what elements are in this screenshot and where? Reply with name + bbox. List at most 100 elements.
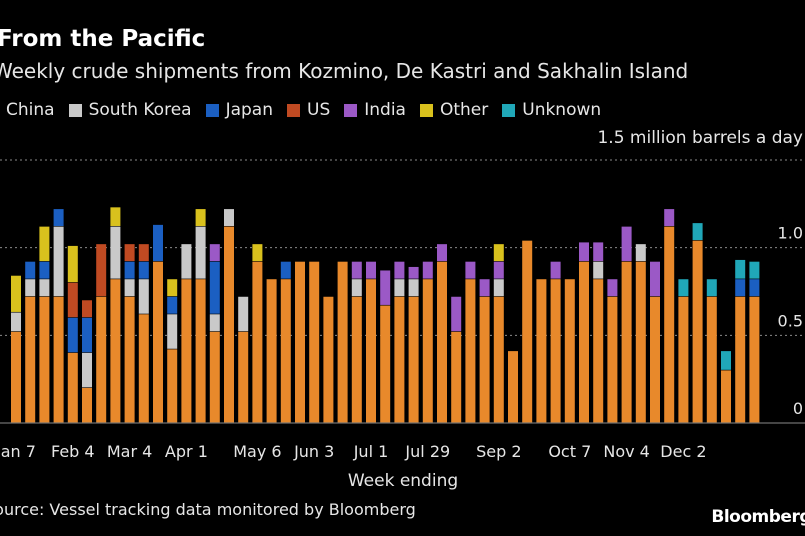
y-axis-unit-label: 1.5 million barrels a day: [597, 128, 803, 148]
bar-segment-japan: [25, 261, 36, 279]
bar-segment-us: [138, 244, 149, 262]
legend-item-other: Other: [419, 100, 489, 120]
x-tick-label: Jul 29: [404, 442, 450, 461]
bar-segment-india: [550, 261, 561, 279]
bar-segment-japan: [53, 209, 64, 227]
bar-segment-other: [493, 244, 504, 262]
legend-item-us: US: [287, 100, 330, 120]
x-tick-label: Jun 3: [293, 442, 334, 461]
bar-segment-china: [138, 314, 149, 423]
bar-segment-south-korea: [110, 226, 121, 279]
bar-segment-south-korea: [11, 312, 21, 332]
bar-segment-india: [479, 279, 490, 297]
bar-segment-us: [124, 244, 135, 262]
bar-segment-china: [82, 387, 92, 423]
legend-item-china: China: [0, 100, 55, 120]
bar-segment-china: [153, 261, 163, 423]
bar-segment-china: [266, 279, 277, 423]
bar-segment-india: [451, 296, 462, 332]
bar-segment-india: [465, 261, 476, 279]
bar-segment-unknown: [749, 261, 760, 279]
bar-segment-china: [706, 296, 717, 423]
bar-segment-south-korea: [351, 279, 362, 297]
bar-segment-india: [621, 226, 632, 262]
legend-label: US: [307, 100, 331, 120]
bar-segment-india: [209, 244, 220, 262]
chart-subtitle: Weekly crude shipments from Kozmino, De …: [0, 59, 689, 83]
bar-segment-china: [39, 296, 50, 423]
legend-label: Unknown: [522, 100, 602, 120]
bar-segment-india: [366, 261, 376, 279]
bar-segment-china: [167, 349, 178, 423]
bar-segment-other: [11, 275, 21, 312]
bar-segment-china: [721, 370, 731, 423]
bar-segment-south-korea: [593, 261, 604, 279]
bar-segment-china: [238, 331, 249, 423]
bar-segment-india: [422, 261, 433, 279]
bar-segment-south-korea: [39, 279, 50, 297]
bar-segment-japan: [749, 279, 760, 297]
bar-segment-china: [508, 351, 518, 423]
x-tick-label: Feb 4: [51, 442, 95, 461]
bar-segment-china: [337, 261, 348, 423]
legend-label: India: [364, 100, 406, 120]
bar-segment-china: [593, 279, 604, 423]
bar-segment-unknown: [721, 351, 731, 370]
bar-segment-south-korea: [238, 296, 249, 332]
bar-segment-south-korea: [138, 279, 149, 314]
bar-segment-china: [607, 296, 618, 423]
bar-segment-china: [195, 279, 206, 423]
bar-segment-china: [422, 279, 433, 423]
source-note: Source: Vessel tracking data monitored b…: [0, 500, 416, 519]
y-tick-label: 1.0: [778, 224, 803, 243]
bar-segment-south-korea: [82, 352, 92, 388]
bar-segment-china: [394, 296, 405, 423]
x-tick-label: Nov 4: [603, 442, 650, 461]
x-tick-label: Mar 4: [107, 442, 152, 461]
bar-segment-unknown: [735, 259, 746, 279]
bar-segment-china: [209, 331, 220, 423]
bar-segment-japan: [209, 261, 220, 314]
x-tick-label: Jul 1: [353, 442, 389, 461]
bar-segment-china: [465, 279, 476, 423]
bar-segment-south-korea: [195, 226, 206, 279]
bar-segment-us: [67, 282, 78, 318]
bar-segment-china: [479, 296, 490, 423]
bar-segment-china: [252, 261, 263, 423]
bar-segment-india: [650, 261, 660, 297]
bar-segment-south-korea: [25, 279, 36, 297]
legend-swatch: [287, 103, 300, 117]
bar-segment-china: [664, 226, 675, 423]
bar-segment-china: [579, 261, 589, 423]
bar-segment-india: [437, 244, 447, 262]
bar-segment-china: [493, 296, 504, 423]
bar-segment-us: [96, 244, 107, 297]
bar-segment-other: [110, 207, 121, 227]
bar-segment-china: [67, 352, 78, 423]
chart-title: From the Pacific: [0, 26, 206, 52]
bar-segment-china: [366, 279, 376, 423]
bar-segment-china: [635, 261, 646, 423]
bar-segment-china: [550, 279, 561, 423]
legend-label: South Korea: [88, 100, 192, 120]
bar-segment-china: [96, 296, 107, 423]
bar-segment-other: [195, 209, 206, 227]
bar-segment-china: [621, 261, 632, 423]
bar-segment-china: [53, 296, 64, 423]
bar-segment-japan: [67, 317, 78, 353]
bar-segment-south-korea: [167, 314, 178, 349]
bar-segment-south-korea: [493, 279, 504, 297]
bar-segment-unknown: [678, 279, 689, 297]
bar-segment-south-korea: [394, 279, 405, 297]
bar-segment-china: [564, 279, 575, 423]
bar-segment-china: [323, 296, 334, 423]
legend-swatch: [344, 103, 358, 117]
legend-label: Other: [439, 100, 489, 120]
bar-segment-india: [394, 261, 405, 279]
x-tick-label: May 6: [233, 442, 281, 461]
bar-segment-south-korea: [181, 244, 192, 279]
bar-segment-china: [295, 261, 305, 423]
bar-segment-japan: [280, 261, 291, 279]
bloomberg-logo: Bloomberg: [711, 507, 805, 527]
bar-segment-south-korea: [408, 279, 419, 297]
